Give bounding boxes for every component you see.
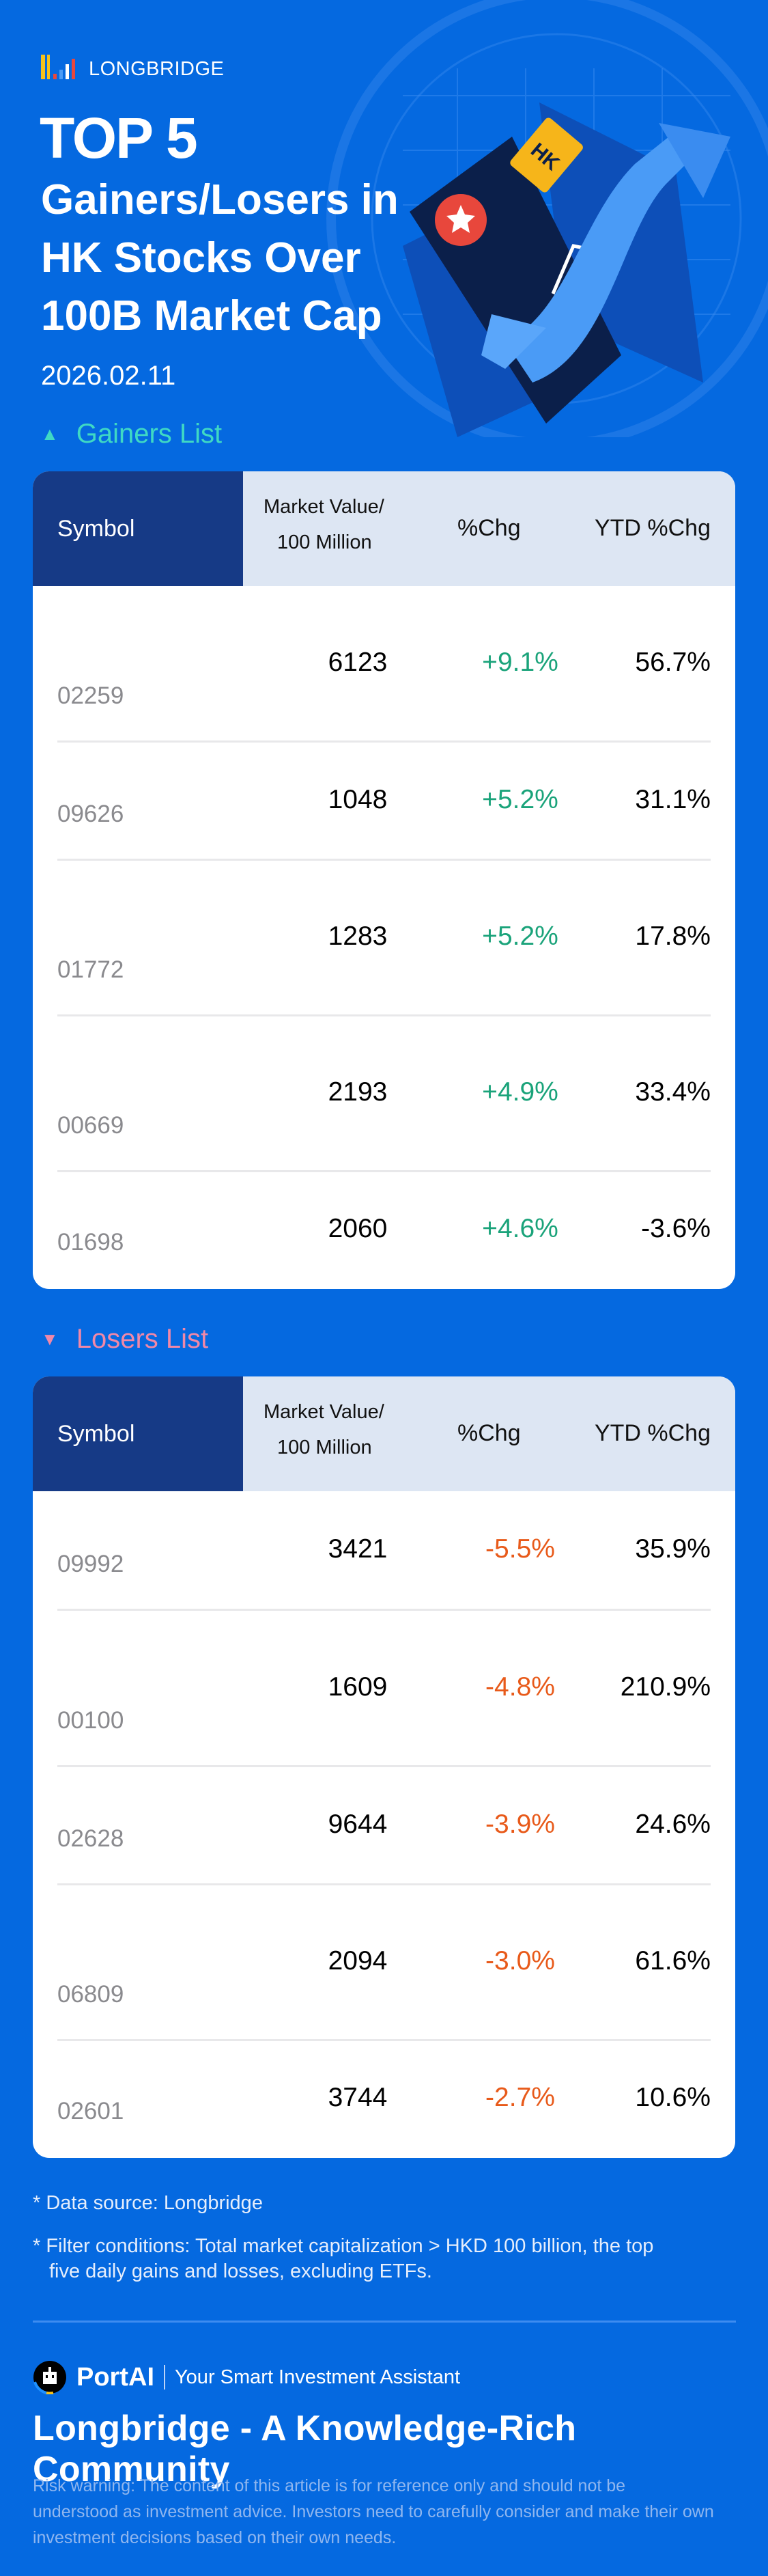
losers-table: Symbol Market Value/ 100 Million %Chg YT… [33,1376,735,2158]
table-row[interactable]: 01772 1283 +5.2% 17.8% [57,861,711,1016]
column-header-market-value: Market Value/ [264,496,384,518]
ytd-change: 61.6% [635,1946,711,1976]
title-line: 100B Market Cap [41,292,382,340]
table-body: 09992 3421 -5.5% 35.9% 00100 1609 -4.8% 210.9% 0… [33,1491,735,2158]
ytd-change: 56.7% [635,647,711,677]
market-value: 9644 [328,1809,388,1839]
percent-change: -2.7% [485,2082,555,2112]
column-header-symbol: Symbol [33,1376,243,1491]
filter-note-line: * Filter conditions: Total market capita… [33,2235,654,2257]
stock-symbol: 09992 [57,1551,124,1577]
data-source-note: * Data source: Longbridge [33,2192,263,2214]
percent-change: +5.2% [482,784,558,814]
table-row[interactable]: 09992 3421 -5.5% 35.9% [57,1491,711,1611]
stock-symbol: 09626 [57,801,124,827]
table-body: 02259 6123 +9.1% 56.7% 09626 1048 +5.2% 31.1% 01… [33,586,735,1289]
ytd-change: 33.4% [635,1077,711,1107]
portai-banner[interactable]: PortAI Your Smart Investment Assistant [33,2360,460,2394]
logo-bars-icon [41,55,75,79]
percent-change: -4.8% [485,1672,555,1702]
table-row[interactable]: 09626 1048 +5.2% 31.1% [57,743,711,861]
ytd-change: 31.1% [635,784,711,814]
stock-symbol: 01772 [57,956,124,983]
hero-illustration: HK [326,0,768,437]
column-headers: Market Value/ 100 Million %Chg YTD %Chg [243,471,735,586]
table-row[interactable]: 06809 2094 -3.0% 61.6% [57,1885,711,2041]
percent-change: +5.2% [482,922,558,951]
portai-tagline: Your Smart Investment Assistant [175,2366,461,2388]
stock-symbol: 00100 [57,1707,124,1734]
portai-name: PortAI [76,2362,154,2392]
column-header-ytd: YTD %Chg [594,1420,711,1446]
trend-arrow-icon [505,137,686,383]
ytd-change: 17.8% [635,922,711,951]
market-value: 3421 [328,1534,388,1564]
report-date: 2026.02.11 [41,361,176,391]
ytd-change: 10.6% [635,2082,711,2112]
percent-change: -3.0% [485,1946,555,1976]
gainers-title: Gainers List [76,419,223,449]
table-header: Symbol Market Value/ 100 Million %Chg YT… [33,471,735,586]
filter-note-line: five daily gains and losses, excluding E… [49,2260,432,2282]
triangle-up-icon: ▲ [41,424,59,444]
ytd-change: 35.9% [635,1534,711,1564]
column-header-market-value-unit: 100 Million [277,531,372,553]
gainers-heading: ▲ Gainers List [41,419,222,449]
column-header-chg: %Chg [457,515,521,541]
ytd-change: 24.6% [635,1809,711,1839]
market-value: 3744 [328,2082,388,2112]
column-header-ytd: YTD %Chg [594,515,711,541]
price-tag-icon: HK [510,117,583,193]
market-value: 1283 [328,922,388,951]
title-line: Gainers/Losers in [41,176,399,223]
page-title: Gainers/Losers in HK Stocks Over 100B Ma… [41,171,519,345]
top5-heading: TOP 5 [40,106,198,170]
table-row[interactable]: 00669 2193 +4.9% 33.4% [57,1016,711,1172]
market-value: 2094 [328,1946,388,1976]
losers-title: Losers List [76,1324,209,1354]
logo-text: LONGBRIDGE [89,58,225,80]
table-row[interactable]: 02628 9644 -3.9% 24.6% [57,1767,711,1885]
footer-divider [33,2321,736,2323]
table-row[interactable]: 02259 6123 +9.1% 56.7% [57,586,711,743]
table-row[interactable]: 01698 2060 +4.6% -3.6% [57,1172,711,1289]
market-value: 1609 [328,1672,388,1702]
market-value: 6123 [328,647,388,677]
market-value: 2060 [328,1213,388,1243]
community-slogan: Longbridge - A Knowledge-Rich Community [33,2409,577,2489]
column-header-chg: %Chg [457,1420,521,1446]
triangle-down-icon: ▼ [41,1329,59,1349]
percent-change: -3.9% [485,1809,555,1839]
percent-change: +9.1% [482,647,558,677]
ytd-change: -3.6% [641,1213,711,1243]
portai-separator [164,2365,165,2390]
stock-symbol: 01698 [57,1229,124,1256]
gainers-table: Symbol Market Value/ 100 Million %Chg YT… [33,471,735,1289]
stock-symbol: 02601 [57,2098,124,2124]
risk-warning: Risk warning: The content of this articl… [33,2476,714,2547]
column-header-symbol: Symbol [33,471,243,586]
title-line: HK Stocks Over [41,234,361,281]
column-header-market-value: Market Value/ [264,1401,384,1423]
losers-heading: ▼ Losers List [41,1324,208,1355]
percent-change: +4.9% [482,1077,558,1107]
ytd-change: 210.9% [620,1672,711,1702]
percent-change: -5.5% [485,1534,555,1564]
stock-symbol: 00669 [57,1112,124,1139]
filter-note: * Filter conditions: Total market capita… [33,2234,736,2284]
percent-change: +4.6% [482,1213,558,1243]
table-header: Symbol Market Value/ 100 Million %Chg YT… [33,1376,735,1491]
hk-flag-icon [435,194,487,246]
market-value: 2193 [328,1077,388,1107]
column-headers: Market Value/ 100 Million %Chg YTD %Chg [243,1376,735,1491]
column-header-market-value-unit: 100 Million [277,1437,372,1458]
table-row[interactable]: 02601 3744 -2.7% 10.6% [57,2041,711,2158]
stock-symbol: 02259 [57,682,124,709]
market-value: 1048 [328,784,388,814]
stock-symbol: 02628 [57,1825,124,1852]
stock-symbol: 06809 [57,1981,124,2008]
longbridge-logo: LONGBRIDGE [41,55,224,79]
portai-robot-icon [33,2361,66,2394]
table-row[interactable]: 00100 1609 -4.8% 210.9% [57,1611,711,1767]
